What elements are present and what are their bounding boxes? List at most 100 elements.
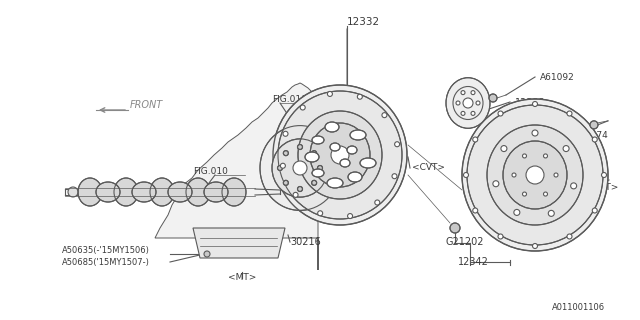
Circle shape <box>392 174 397 179</box>
Text: A61074: A61074 <box>574 131 609 140</box>
Ellipse shape <box>150 178 174 206</box>
Ellipse shape <box>360 158 376 168</box>
Text: FIG.010: FIG.010 <box>272 95 307 105</box>
Circle shape <box>592 208 597 213</box>
Ellipse shape <box>96 182 120 202</box>
Polygon shape <box>155 83 318 270</box>
Text: FIG.010: FIG.010 <box>193 167 228 177</box>
Circle shape <box>522 192 527 196</box>
Ellipse shape <box>78 178 102 206</box>
Ellipse shape <box>168 182 192 202</box>
Circle shape <box>567 234 572 239</box>
Circle shape <box>514 209 520 215</box>
Circle shape <box>501 146 507 152</box>
Circle shape <box>204 251 210 257</box>
Circle shape <box>283 131 288 136</box>
Ellipse shape <box>340 159 350 167</box>
Circle shape <box>471 111 475 116</box>
Circle shape <box>293 192 298 197</box>
Circle shape <box>498 111 503 116</box>
Circle shape <box>461 91 465 95</box>
Ellipse shape <box>132 182 156 202</box>
Circle shape <box>298 187 303 191</box>
Circle shape <box>590 121 598 129</box>
Ellipse shape <box>312 136 324 144</box>
Circle shape <box>548 210 554 216</box>
Circle shape <box>395 142 399 147</box>
Circle shape <box>317 165 323 171</box>
Circle shape <box>280 163 285 168</box>
Text: 12333: 12333 <box>515 98 546 108</box>
Text: 30216: 30216 <box>290 237 321 247</box>
Circle shape <box>543 154 547 158</box>
Text: <MT>: <MT> <box>228 274 257 283</box>
Circle shape <box>543 192 547 196</box>
Circle shape <box>461 111 465 116</box>
Ellipse shape <box>114 178 138 206</box>
Circle shape <box>284 151 289 156</box>
Text: A50635(-'15MY1506): A50635(-'15MY1506) <box>62 245 150 254</box>
Circle shape <box>592 137 597 142</box>
Ellipse shape <box>312 169 324 177</box>
Circle shape <box>331 146 349 164</box>
Text: G21202: G21202 <box>446 237 484 247</box>
Circle shape <box>463 98 473 108</box>
Circle shape <box>317 211 323 216</box>
Ellipse shape <box>487 125 583 225</box>
Circle shape <box>571 183 577 189</box>
Circle shape <box>293 161 307 175</box>
Circle shape <box>375 200 380 205</box>
Ellipse shape <box>325 122 339 132</box>
Ellipse shape <box>467 105 603 245</box>
Circle shape <box>602 172 607 178</box>
Circle shape <box>357 94 362 99</box>
Text: A61092: A61092 <box>540 74 575 83</box>
Ellipse shape <box>222 178 246 206</box>
Circle shape <box>300 105 305 110</box>
Circle shape <box>563 146 569 152</box>
Circle shape <box>526 166 544 184</box>
Circle shape <box>463 172 468 178</box>
Circle shape <box>532 130 538 136</box>
Circle shape <box>471 91 475 95</box>
Text: <MT>: <MT> <box>590 183 618 193</box>
Ellipse shape <box>462 99 608 251</box>
Text: A011001106: A011001106 <box>552 303 605 313</box>
Circle shape <box>473 137 477 142</box>
Circle shape <box>476 101 480 105</box>
Ellipse shape <box>330 143 340 151</box>
Ellipse shape <box>350 130 366 140</box>
Circle shape <box>278 165 282 171</box>
Ellipse shape <box>204 182 228 202</box>
Ellipse shape <box>348 172 362 182</box>
Circle shape <box>328 92 332 96</box>
Ellipse shape <box>446 78 490 128</box>
Text: <CVT>: <CVT> <box>412 164 445 172</box>
Circle shape <box>554 173 558 177</box>
Polygon shape <box>193 228 285 258</box>
Ellipse shape <box>273 85 407 225</box>
Ellipse shape <box>305 152 319 162</box>
Circle shape <box>284 180 289 185</box>
Circle shape <box>512 173 516 177</box>
Circle shape <box>567 111 572 116</box>
Circle shape <box>489 94 497 102</box>
Circle shape <box>456 101 460 105</box>
Ellipse shape <box>278 91 402 219</box>
Ellipse shape <box>260 125 340 211</box>
Text: 12332: 12332 <box>347 17 380 27</box>
Ellipse shape <box>327 178 343 188</box>
Text: 12342: 12342 <box>458 257 489 267</box>
Circle shape <box>312 151 317 156</box>
Text: FRONT: FRONT <box>130 100 163 110</box>
Circle shape <box>68 187 78 197</box>
Circle shape <box>348 213 353 219</box>
Circle shape <box>532 244 538 249</box>
Circle shape <box>532 101 538 107</box>
Ellipse shape <box>186 178 210 206</box>
Ellipse shape <box>272 139 328 197</box>
Ellipse shape <box>503 141 567 209</box>
Circle shape <box>450 223 460 233</box>
Circle shape <box>522 154 527 158</box>
Circle shape <box>498 234 503 239</box>
